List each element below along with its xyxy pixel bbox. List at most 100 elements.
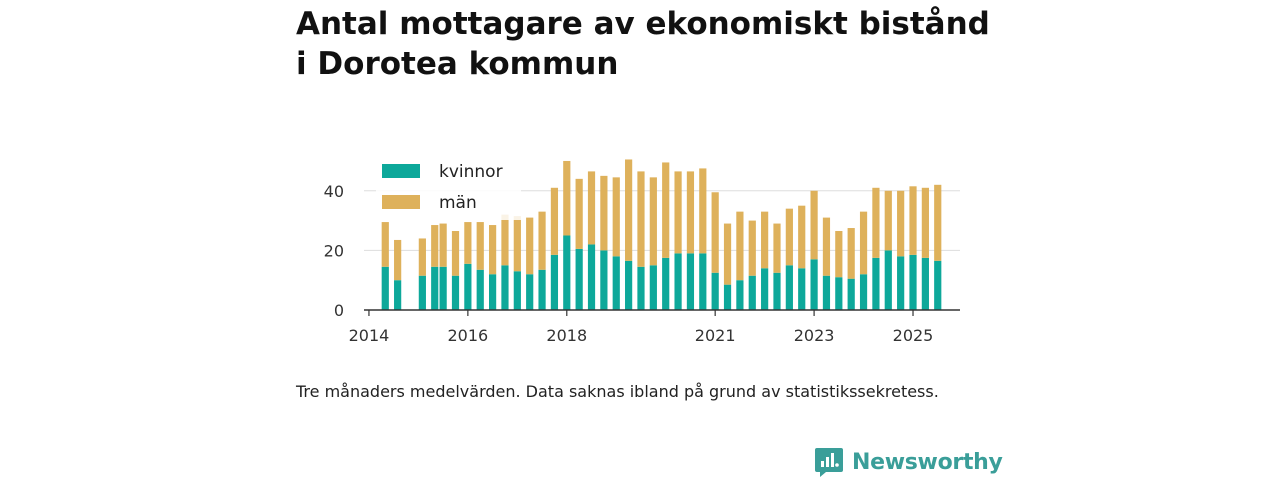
legend-swatch-kvinnor	[382, 164, 420, 178]
brand[interactable]: Newsworthy	[814, 446, 1003, 478]
bar-kvinnor	[550, 254, 559, 310]
bar-kvinnor	[810, 259, 818, 310]
bar-man	[625, 159, 633, 261]
bar-kvinnor	[649, 265, 657, 310]
bar-kvinnor	[513, 271, 521, 310]
bar-kvinnor	[526, 274, 534, 310]
bar-man	[439, 223, 447, 267]
bar-kvinnor	[859, 274, 868, 310]
bar-kvinnor	[835, 277, 843, 310]
bar-man	[798, 205, 806, 269]
bar-kvinnor	[921, 257, 929, 310]
bar-man	[464, 222, 472, 264]
bar-man	[822, 217, 831, 276]
bar-kvinnor	[488, 274, 497, 310]
bar-man	[649, 177, 657, 266]
bar-man	[476, 222, 484, 270]
bar-man	[674, 171, 682, 254]
bar-man	[699, 168, 707, 254]
x-tick-label: 2014	[349, 326, 390, 345]
bar-man	[431, 225, 439, 267]
x-tick-label: 2023	[794, 326, 835, 345]
bar-kvinnor	[451, 275, 460, 310]
bar-man	[847, 228, 855, 279]
chart-caption: Tre månaders medelvärden. Data saknas ib…	[296, 382, 939, 401]
bar-man	[488, 225, 497, 275]
bar-kvinnor	[761, 268, 769, 310]
bar-kvinnor	[381, 266, 389, 310]
bar-man	[810, 190, 818, 260]
chart-title: Antal mottagare av ekonomiskt bistånd i …	[296, 4, 1016, 84]
bar-man	[637, 171, 645, 267]
legend-swatch-man	[382, 195, 420, 209]
newsworthy-logo-icon	[815, 448, 843, 477]
bar-man	[736, 211, 744, 281]
bar-man	[451, 231, 460, 276]
bar-man	[884, 190, 892, 251]
bar-man	[686, 171, 695, 254]
bar-man	[897, 190, 905, 257]
bar-kvinnor	[748, 275, 756, 310]
bar-man	[934, 184, 942, 261]
bar-kvinnor	[637, 266, 645, 310]
bar-man	[723, 223, 732, 285]
bar-kvinnor	[723, 284, 732, 310]
legend-label-man: män	[439, 193, 477, 213]
chart-title-line-1: Antal mottagare av ekonomiskt bistånd	[296, 6, 990, 42]
bar-kvinnor	[785, 265, 793, 310]
stacked-bar-chart: 0 20 40 2014 2016 2018 2021 2023 2025 kvinnor män	[324, 156, 960, 345]
bar-kvinnor	[711, 272, 719, 310]
bar-kvinnor	[798, 268, 806, 310]
bar-man	[513, 216, 521, 272]
bar-kvinnor	[394, 280, 402, 310]
bar-kvinnor	[476, 269, 484, 310]
bar-man	[785, 208, 793, 266]
bar-man	[612, 177, 620, 257]
bar-kvinnor	[934, 260, 942, 310]
y-tick-label: 40	[324, 182, 344, 201]
x-tick-label: 2025	[893, 326, 934, 345]
bar-kvinnor	[431, 266, 439, 310]
chart-title-line-2: i Dorotea kommun	[296, 46, 619, 82]
bar-kvinnor	[439, 266, 447, 310]
bar-man	[909, 186, 917, 255]
bar-man	[921, 187, 929, 258]
bar-kvinnor	[736, 280, 744, 310]
bar-kvinnor	[563, 235, 571, 310]
bar-kvinnor	[625, 260, 633, 310]
y-tick-label: 0	[334, 301, 344, 320]
bar-kvinnor	[538, 269, 546, 310]
bar-kvinnor	[501, 265, 509, 310]
bar-kvinnor	[612, 256, 620, 310]
bar-kvinnor	[418, 275, 426, 310]
bar-man	[538, 211, 546, 270]
bar-kvinnor	[884, 250, 892, 310]
bar-man	[587, 171, 596, 245]
bar-man	[381, 222, 389, 267]
bar-man	[563, 160, 571, 236]
bar-man	[872, 187, 880, 258]
bar-man	[748, 220, 756, 276]
bar-kvinnor	[674, 253, 682, 310]
bar-kvinnor	[909, 254, 917, 310]
bar-man	[575, 178, 583, 249]
bar-man	[662, 162, 670, 258]
bar-man	[600, 175, 608, 251]
bar-kvinnor	[662, 257, 670, 310]
bar-kvinnor	[686, 253, 695, 310]
bar-kvinnor	[600, 250, 608, 310]
legend-label-kvinnor: kvinnor	[439, 162, 503, 182]
x-tick-label: 2016	[448, 326, 489, 345]
bar-kvinnor	[699, 253, 707, 310]
bar-kvinnor	[872, 257, 880, 310]
x-tick-label: 2021	[695, 326, 736, 345]
bar-man	[501, 214, 509, 266]
brand-name: Newsworthy	[852, 449, 1003, 475]
bar-man	[394, 239, 402, 281]
y-tick-label: 20	[324, 241, 344, 260]
bar-man	[550, 187, 559, 255]
bar-man	[835, 231, 843, 278]
bar-kvinnor	[847, 278, 855, 310]
bar-kvinnor	[587, 244, 596, 310]
bar-man	[526, 217, 534, 275]
